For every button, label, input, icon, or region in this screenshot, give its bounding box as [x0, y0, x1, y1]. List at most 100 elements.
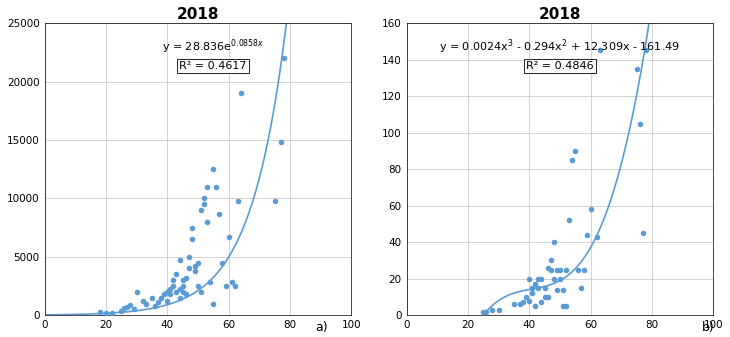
- Point: [214, 211, 226, 216]
- Point: [195, 207, 207, 213]
- Point: [131, 289, 142, 295]
- Point: [183, 254, 195, 259]
- Point: [591, 234, 602, 239]
- Point: [195, 289, 207, 295]
- Point: [207, 166, 219, 172]
- Point: [161, 289, 173, 295]
- Point: [207, 301, 219, 306]
- Point: [551, 267, 563, 272]
- Point: [174, 257, 185, 263]
- Point: [106, 310, 118, 315]
- Point: [186, 237, 198, 242]
- Point: [186, 225, 198, 230]
- Point: [275, 140, 287, 145]
- Point: [137, 299, 148, 304]
- Point: [140, 301, 152, 306]
- Point: [523, 276, 535, 281]
- Point: [100, 311, 112, 316]
- Point: [177, 289, 188, 295]
- Point: [551, 287, 563, 292]
- Point: [579, 267, 591, 272]
- Point: [548, 240, 560, 245]
- Text: y = 0.0024x$^3$ - 0.294x$^2$ + 12.309x - 161.49: y = 0.0024x$^3$ - 0.294x$^2$ + 12.309x -…: [439, 38, 680, 56]
- Point: [94, 309, 106, 314]
- Point: [168, 283, 180, 289]
- Point: [204, 280, 216, 285]
- Point: [518, 300, 529, 305]
- Point: [168, 277, 180, 283]
- Point: [536, 276, 548, 281]
- Point: [533, 285, 545, 290]
- Point: [514, 302, 526, 307]
- Point: [545, 267, 556, 272]
- Point: [199, 202, 210, 207]
- Point: [529, 303, 541, 309]
- Point: [526, 285, 538, 290]
- Title: 2018: 2018: [177, 7, 219, 22]
- Point: [121, 304, 133, 310]
- Point: [189, 268, 201, 274]
- Point: [146, 295, 158, 300]
- Point: [189, 264, 201, 269]
- Point: [533, 276, 545, 281]
- Point: [125, 302, 137, 307]
- Point: [192, 260, 204, 265]
- Text: a): a): [315, 320, 328, 334]
- Point: [529, 281, 541, 287]
- Point: [199, 196, 210, 201]
- Point: [158, 292, 170, 297]
- Point: [201, 184, 213, 189]
- Point: [536, 300, 548, 305]
- Point: [177, 283, 188, 289]
- Point: [539, 285, 550, 290]
- Point: [226, 280, 237, 285]
- Point: [548, 276, 560, 281]
- Point: [554, 276, 566, 281]
- Point: [557, 303, 569, 309]
- Point: [155, 295, 167, 300]
- Point: [171, 289, 182, 295]
- Point: [183, 266, 195, 271]
- Point: [164, 292, 176, 297]
- Point: [220, 283, 231, 289]
- Point: [269, 198, 280, 204]
- Point: [232, 198, 244, 204]
- Point: [508, 302, 520, 307]
- Point: [640, 48, 652, 53]
- Point: [526, 290, 538, 296]
- Title: 2018: 2018: [539, 7, 581, 22]
- Point: [520, 294, 532, 300]
- Point: [210, 184, 222, 189]
- Point: [118, 305, 130, 311]
- Point: [542, 294, 553, 300]
- Point: [566, 157, 578, 163]
- Point: [174, 287, 185, 292]
- Point: [594, 48, 606, 53]
- Point: [115, 308, 127, 313]
- Point: [569, 148, 581, 154]
- Point: [192, 283, 204, 289]
- Point: [631, 66, 642, 71]
- Point: [560, 303, 572, 309]
- Point: [557, 287, 569, 292]
- Point: [177, 277, 188, 283]
- Point: [180, 292, 191, 297]
- Point: [564, 218, 575, 223]
- Point: [201, 219, 213, 224]
- Point: [637, 231, 648, 236]
- Point: [180, 275, 191, 280]
- Point: [171, 272, 182, 277]
- Point: [582, 232, 593, 238]
- Point: [223, 234, 234, 240]
- Text: R² = 0.4846: R² = 0.4846: [526, 61, 593, 71]
- Point: [161, 299, 173, 304]
- Point: [480, 309, 492, 314]
- Point: [152, 300, 164, 305]
- Text: b): b): [702, 320, 715, 334]
- Text: y = 28.836e$^{0.0858x}$: y = 28.836e$^{0.0858x}$: [162, 38, 264, 56]
- Point: [523, 298, 535, 303]
- Point: [235, 91, 247, 96]
- Point: [585, 207, 596, 212]
- Point: [229, 283, 241, 289]
- Point: [149, 303, 161, 309]
